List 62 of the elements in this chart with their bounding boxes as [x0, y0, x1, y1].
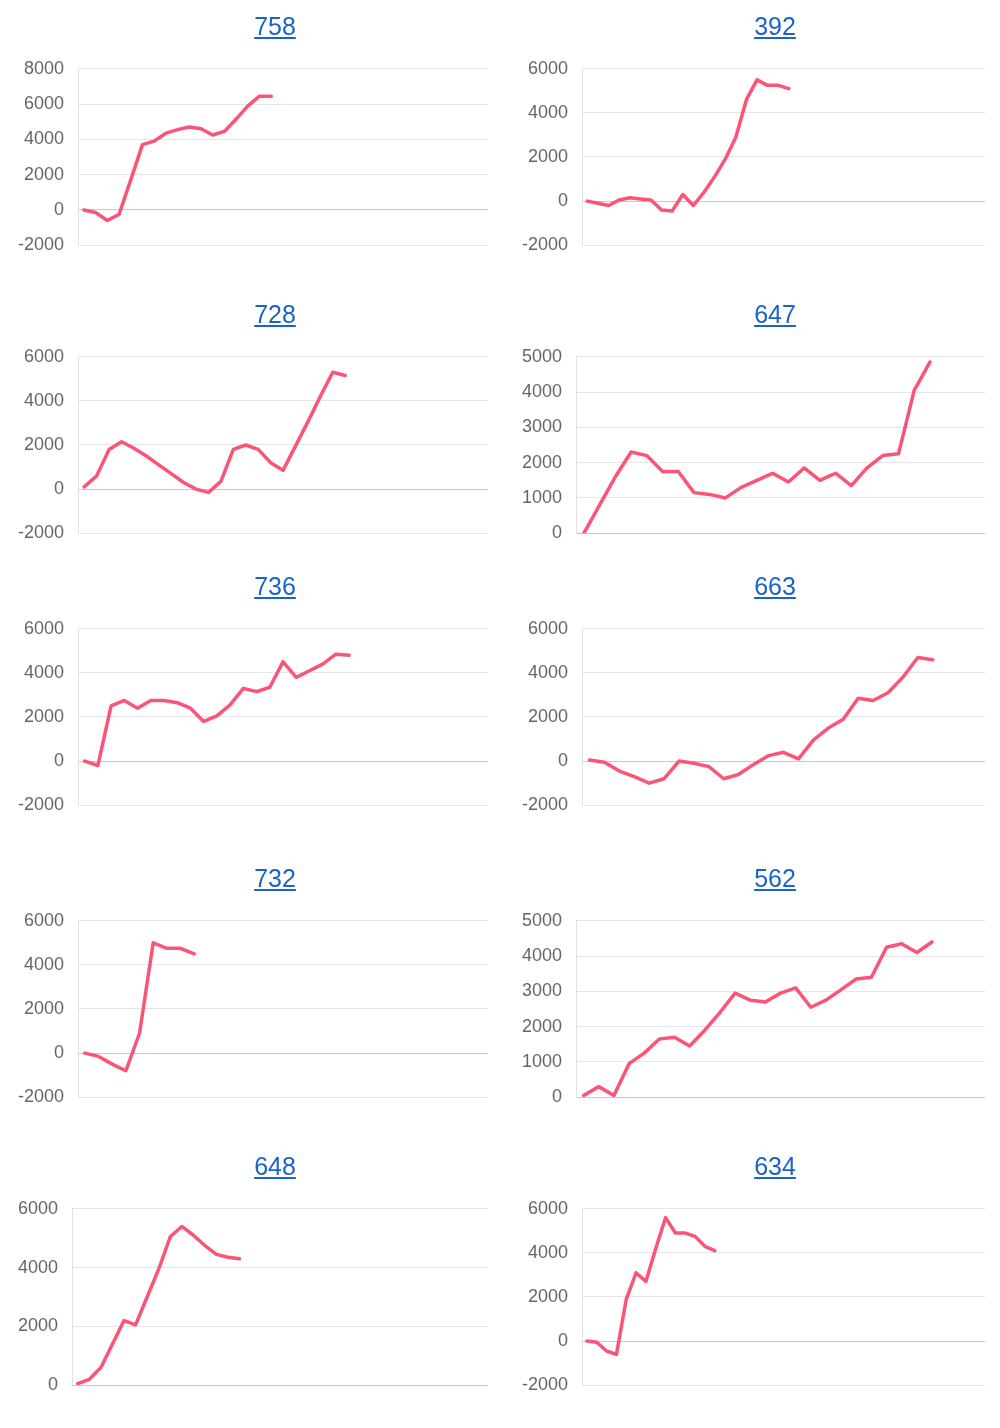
y-tick-label: 2000: [23, 433, 65, 454]
y-tick-label: -2000: [17, 1086, 65, 1107]
y-tick-label: -2000: [17, 794, 65, 815]
y-tick-label: 0: [558, 750, 569, 771]
y-tick-label: 2000: [522, 451, 563, 472]
y-tick-label: 5000: [522, 345, 563, 366]
chart-title: 758: [254, 12, 296, 40]
y-tick-label: 2000: [527, 145, 569, 166]
y-tick-label: 1000: [522, 1050, 563, 1071]
y-tick-label: 4000: [18, 1256, 59, 1277]
y-tick-label: 6000: [23, 617, 65, 638]
y-tick-label: 4000: [527, 1241, 569, 1262]
y-tick-label: 4000: [23, 128, 65, 149]
y-tick-label: 0: [552, 1086, 563, 1107]
y-tick-label: 6000: [23, 93, 65, 114]
y-tick-label: 4000: [527, 101, 569, 122]
y-tick-label: 4000: [23, 953, 65, 974]
y-tick-label: 0: [54, 750, 65, 771]
y-tick-label: 3000: [522, 980, 563, 1001]
y-tick-label: 1000: [522, 486, 563, 507]
chart-title: 634: [754, 1152, 796, 1180]
y-tick-label: 0: [54, 198, 65, 219]
y-tick-label: 4000: [522, 945, 563, 966]
y-tick-label: 6000: [18, 1197, 59, 1218]
y-tick-label: -2000: [521, 234, 569, 255]
y-tick-label: 0: [558, 190, 569, 211]
y-tick-label: 0: [558, 1330, 569, 1351]
y-tick-label: 2000: [23, 163, 65, 184]
y-tick-label: 5000: [522, 909, 563, 930]
y-tick-label: 3000: [522, 416, 563, 437]
chart-title: 663: [754, 572, 796, 600]
y-tick-label: -2000: [521, 1374, 569, 1395]
chart-title: 392: [754, 12, 796, 40]
y-tick-label: 0: [54, 478, 65, 499]
y-tick-label: 6000: [23, 345, 65, 366]
y-tick-label: 2000: [23, 705, 65, 726]
chart-title: 562: [754, 864, 796, 892]
y-tick-label: 0: [48, 1374, 59, 1395]
y-tick-label: 4000: [23, 661, 65, 682]
y-tick-label: -2000: [17, 522, 65, 543]
chart-title: 647: [754, 300, 796, 328]
chart-title: 648: [254, 1152, 296, 1180]
y-tick-label: 2000: [527, 1285, 569, 1306]
y-tick-label: 4000: [23, 389, 65, 410]
y-tick-label: 0: [552, 522, 563, 543]
y-tick-label: 6000: [527, 617, 569, 638]
y-tick-label: -2000: [521, 794, 569, 815]
y-tick-label: 2000: [522, 1015, 563, 1036]
chart-title: 728: [254, 300, 296, 328]
y-tick-label: 4000: [527, 661, 569, 682]
chart-title: 736: [254, 572, 296, 600]
y-tick-label: 6000: [527, 1197, 569, 1218]
y-tick-label: 0: [54, 1042, 65, 1063]
y-tick-label: 4000: [522, 381, 563, 402]
chart-title: 732: [254, 864, 296, 892]
y-tick-label: 8000: [23, 57, 65, 78]
y-tick-label: 2000: [18, 1315, 59, 1336]
y-tick-label: 2000: [23, 997, 65, 1018]
y-tick-label: 6000: [527, 57, 569, 78]
y-tick-label: -2000: [17, 234, 65, 255]
y-tick-label: 6000: [23, 909, 65, 930]
y-tick-label: 2000: [527, 705, 569, 726]
